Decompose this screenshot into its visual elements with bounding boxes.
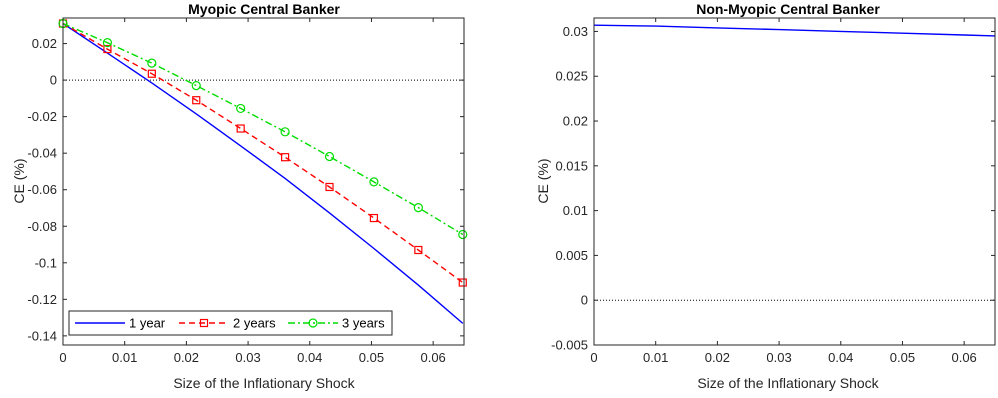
x-tick-label: 0.06 (420, 350, 445, 365)
data-point (192, 96, 201, 105)
legend: 1 year 2 years 3 years (68, 310, 393, 336)
y-tick-label: -0.14 (27, 328, 57, 343)
series-line (62, 22, 464, 236)
y-tick-label: -0.04 (27, 146, 57, 161)
data-point (325, 182, 334, 192)
y-tick-label: -0.06 (27, 182, 57, 197)
legend-label: 1 year (129, 316, 166, 331)
y-tick-label: -0.02 (27, 109, 57, 124)
legend-marker (199, 318, 209, 328)
y-tick-label: -0.12 (27, 292, 57, 307)
x-tick-label: 0 (59, 350, 66, 365)
data-point (103, 44, 112, 54)
data-point (413, 203, 423, 213)
series-line (62, 22, 464, 284)
data-point (147, 58, 157, 68)
x-tick-label: 0.04 (828, 350, 853, 365)
y-tick-label: 0.005 (555, 248, 588, 263)
data-point (280, 153, 290, 162)
data-point (458, 229, 468, 240)
x-axis-label: Size of the Inflationary Shock (173, 375, 355, 391)
data-point (369, 177, 379, 187)
x-tick-label: 0.01 (643, 350, 668, 365)
series-line (593, 24, 996, 37)
y-tick-label: 0 (581, 293, 588, 308)
data-point (324, 151, 335, 162)
data-point (458, 278, 467, 287)
x-tick-label: 0.03 (766, 350, 791, 365)
y-tick-label: -0.08 (27, 219, 57, 234)
y-tick-label: -0.005 (551, 338, 588, 353)
legend-marker (308, 318, 318, 328)
data-point (369, 213, 379, 223)
legend-label: 2 years (233, 316, 276, 331)
y-tick-label: 0.01 (563, 203, 588, 218)
axes-box (593, 17, 996, 346)
myopic-panel: Myopic Central Banker Size of the Inflat… (11, 1, 468, 391)
axes-box (62, 17, 465, 346)
y-tick-label: 0.025 (555, 69, 588, 84)
x-tick-label: 0.01 (112, 350, 137, 365)
x-tick-label: 0.02 (174, 350, 199, 365)
y-tick-label: 0 (50, 73, 57, 88)
x-tick-label: 0 (590, 350, 597, 365)
x-tick-label: 0.03 (235, 350, 260, 365)
y-tick-label: 0.02 (563, 114, 588, 129)
x-tick-label: 0.04 (297, 350, 322, 365)
legend-label: 3 years (342, 316, 385, 331)
x-tick-label: 0.02 (705, 350, 730, 365)
x-tick-label: 0.05 (359, 350, 384, 365)
y-axis-label: CE (%) (11, 158, 27, 203)
data-point (236, 103, 246, 114)
data-point (191, 80, 201, 91)
y-axis-label: CE (%) (535, 158, 551, 203)
y-tick-label: -0.1 (35, 255, 57, 270)
data-point (147, 69, 156, 78)
chart-title: Non-Myopic Central Banker (696, 1, 880, 17)
series-line (62, 22, 464, 324)
non-myopic-panel: Non-Myopic Central Banker Size of the In… (535, 1, 996, 391)
chart-title: Myopic Central Banker (188, 1, 340, 17)
y-tick-label: 0.02 (32, 36, 57, 51)
x-tick-label: 0.06 (951, 350, 976, 365)
y-tick-label: 0.03 (563, 24, 588, 39)
data-point (280, 127, 290, 137)
y-tick-label: 0.015 (555, 158, 588, 173)
x-axis-label: Size of the Inflationary Shock (697, 375, 879, 391)
data-point (414, 245, 423, 255)
x-tick-label: 0.05 (890, 350, 915, 365)
data-point (236, 124, 245, 133)
data-point (102, 38, 113, 48)
